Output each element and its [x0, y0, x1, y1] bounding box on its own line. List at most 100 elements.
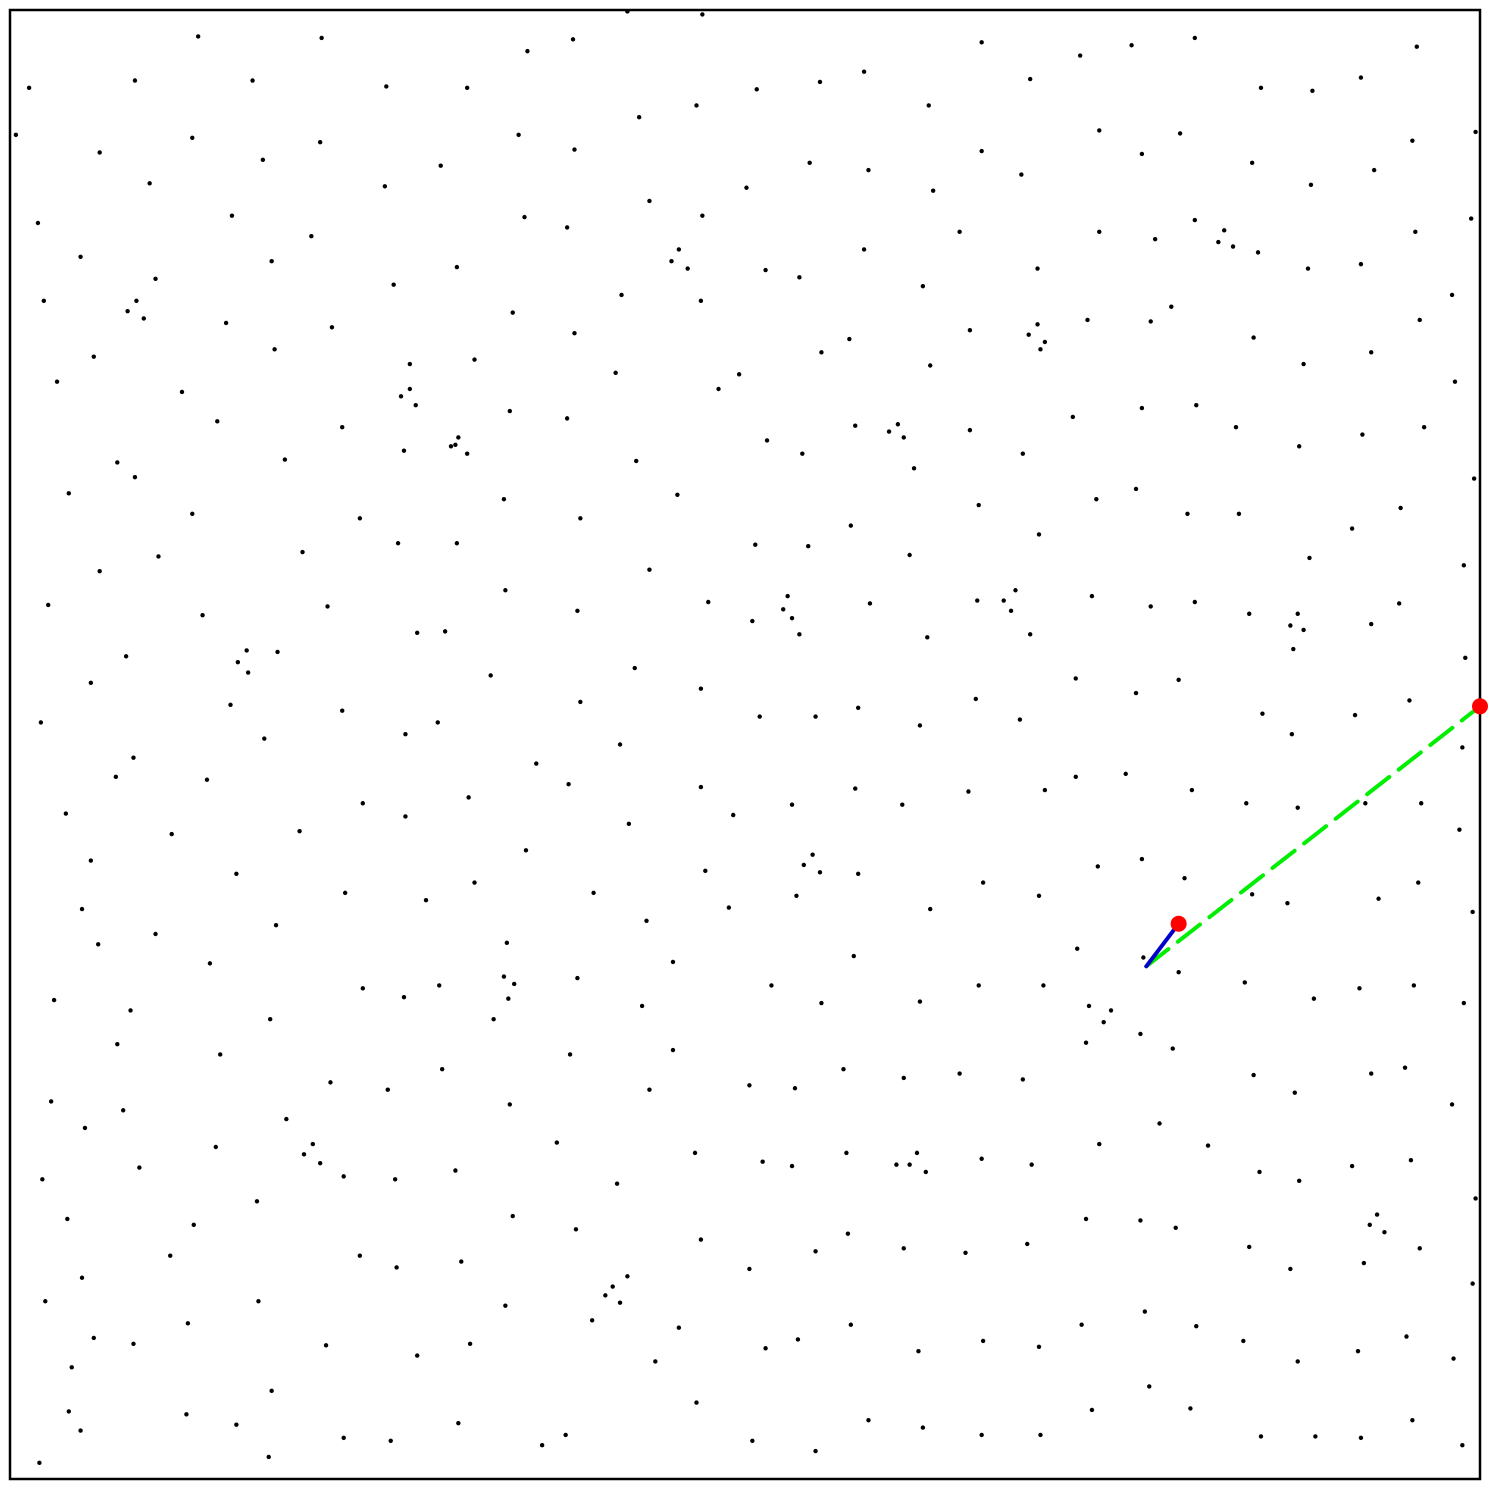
- data-point: [522, 214, 527, 220]
- data-point: [928, 906, 933, 912]
- data-point: [1374, 1212, 1380, 1217]
- data-point: [1258, 85, 1264, 91]
- data-point: [79, 906, 85, 912]
- short-solid-segment: [1144, 921, 1181, 969]
- data-point: [137, 1165, 142, 1170]
- data-point: [82, 1125, 88, 1131]
- data-point: [204, 777, 210, 782]
- data-point: [435, 720, 440, 725]
- data-point: [125, 308, 130, 314]
- data-point: [1094, 496, 1099, 502]
- data-point: [976, 502, 981, 508]
- data-point: [706, 599, 711, 605]
- data-point: [1288, 623, 1293, 628]
- data-point: [1152, 236, 1158, 242]
- data-point: [760, 1159, 765, 1164]
- data-point: [957, 229, 962, 235]
- data-point: [1352, 712, 1358, 718]
- data-point: [328, 1080, 333, 1085]
- data-point: [785, 593, 790, 599]
- data-point: [310, 1141, 316, 1147]
- data-point: [317, 1160, 323, 1166]
- data-point: [917, 723, 923, 728]
- data-point: [65, 1216, 70, 1222]
- data-point: [269, 1388, 274, 1394]
- data-point: [1027, 76, 1033, 82]
- data-point: [867, 601, 873, 606]
- data-point: [1251, 335, 1256, 340]
- data-point: [88, 858, 94, 863]
- data-point: [1138, 1031, 1143, 1037]
- data-point: [407, 361, 413, 367]
- data-point: [1008, 608, 1014, 614]
- data-point: [51, 997, 57, 1003]
- data-point: [617, 742, 623, 747]
- data-point: [861, 247, 867, 252]
- data-point: [789, 615, 795, 621]
- data-point: [1457, 827, 1462, 832]
- data-point: [1123, 771, 1128, 777]
- data-point: [1041, 983, 1046, 988]
- data-point: [676, 1325, 682, 1330]
- data-point: [619, 292, 624, 298]
- data-point: [91, 354, 96, 359]
- data-point: [1301, 627, 1306, 633]
- data-point: [38, 720, 44, 725]
- data-point: [309, 234, 314, 239]
- data-point: [1083, 1216, 1089, 1222]
- data-point: [676, 247, 682, 252]
- data-point: [1470, 1281, 1475, 1286]
- data-point: [448, 444, 454, 449]
- data-point: [325, 604, 330, 609]
- data-point: [1398, 505, 1403, 511]
- data-point: [570, 37, 576, 42]
- data-point: [341, 1174, 346, 1179]
- data-point: [744, 185, 749, 190]
- data-point: [235, 660, 241, 665]
- data-point: [1233, 424, 1239, 430]
- data-point: [1242, 980, 1248, 985]
- data-point: [573, 1227, 579, 1232]
- data-point: [1473, 129, 1478, 135]
- data-point: [284, 1116, 289, 1122]
- data-point: [792, 1086, 798, 1091]
- data-point: [1075, 946, 1080, 951]
- data-point: [488, 673, 493, 678]
- data-point: [1139, 856, 1145, 862]
- data-point: [1414, 44, 1419, 49]
- data-point: [35, 220, 41, 226]
- data-point: [1139, 405, 1145, 411]
- data-point: [685, 266, 690, 271]
- data-point: [861, 69, 867, 74]
- data-point: [503, 1303, 508, 1308]
- data-point: [979, 40, 984, 45]
- data-point: [647, 567, 652, 572]
- data-point: [1020, 451, 1026, 456]
- data-point: [360, 801, 365, 806]
- data-point: [13, 132, 19, 138]
- data-point: [1358, 75, 1364, 80]
- highlight-marker: [1472, 698, 1488, 715]
- data-point: [1358, 261, 1364, 267]
- data-point: [1013, 588, 1018, 593]
- data-point: [1029, 1162, 1034, 1167]
- data-point: [694, 103, 699, 108]
- data-point: [43, 1299, 48, 1304]
- data-point: [467, 1341, 473, 1347]
- data-point: [323, 1343, 329, 1348]
- data-point: [1417, 317, 1422, 323]
- data-point: [1194, 402, 1199, 408]
- data-point: [930, 188, 936, 193]
- data-point: [1073, 676, 1078, 681]
- data-point: [572, 147, 577, 152]
- data-point: [1192, 35, 1198, 41]
- data-point: [781, 607, 786, 612]
- data-point: [920, 283, 926, 289]
- data-point: [1369, 1071, 1374, 1076]
- data-point: [442, 629, 448, 634]
- data-point: [414, 630, 420, 636]
- data-point: [1449, 1102, 1455, 1107]
- data-point: [1471, 476, 1477, 481]
- data-point: [753, 542, 758, 547]
- data-point: [507, 1102, 512, 1107]
